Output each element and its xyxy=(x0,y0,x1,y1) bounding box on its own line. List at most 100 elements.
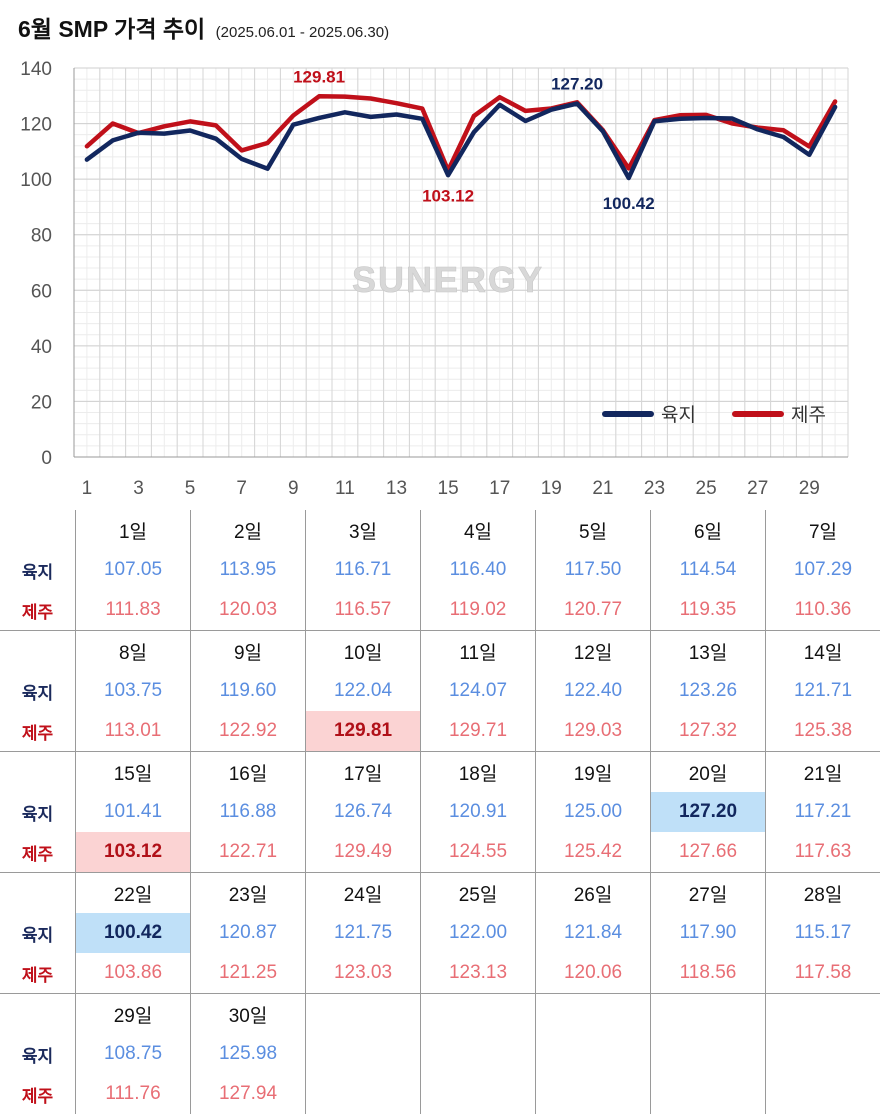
jeju-value: 111.76 xyxy=(75,1074,191,1114)
day-header: 22일 xyxy=(75,872,191,913)
table-row-label-empty xyxy=(0,993,76,1034)
day-header: 26일 xyxy=(535,872,651,913)
empty-cell xyxy=(305,1034,421,1074)
jeju-value: 120.06 xyxy=(535,953,651,994)
jeju-value: 113.01 xyxy=(75,711,191,752)
jeju-value: 116.57 xyxy=(305,590,421,631)
y-tick-label: 120 xyxy=(20,115,52,136)
table-row-label-empty xyxy=(0,630,76,671)
jeju-value: 103.86 xyxy=(75,953,191,994)
day-header: 18일 xyxy=(420,751,536,792)
jeju-value: 129.49 xyxy=(305,832,421,873)
day-header: 28일 xyxy=(765,872,880,913)
day-header: 15일 xyxy=(75,751,191,792)
table-row: 육지 107.05 113.95 116.71 116.40 117.50 114.54 10… xyxy=(0,550,880,590)
table-row-label-empty xyxy=(0,751,76,792)
day-header: 10일 xyxy=(305,630,421,671)
yukji-value: 116.40 xyxy=(420,550,536,590)
empty-cell xyxy=(765,993,880,1034)
yukji-value: 116.88 xyxy=(190,792,306,832)
yukji-value: 122.00 xyxy=(420,913,536,953)
day-header: 8일 xyxy=(75,630,191,671)
table-row-label-jeju: 제주 xyxy=(21,965,54,985)
jeju-value: 117.63 xyxy=(765,832,880,873)
day-header: 5일 xyxy=(535,510,651,550)
jeju-value: 125.42 xyxy=(535,832,651,873)
day-header: 3일 xyxy=(305,510,421,550)
day-header: 29일 xyxy=(75,993,191,1034)
x-tick-label: 17 xyxy=(489,478,510,499)
empty-cell xyxy=(650,1074,766,1114)
day-header: 6일 xyxy=(650,510,766,550)
yukji-value: 100.42 xyxy=(75,913,191,953)
title-main: 6월 SMP 가격 추이 xyxy=(18,16,206,42)
x-tick-label: 23 xyxy=(644,478,665,499)
x-tick-label: 9 xyxy=(288,478,299,499)
jeju-value: 110.36 xyxy=(765,590,880,631)
yukji-value: 121.84 xyxy=(535,913,651,953)
jeju-value: 129.71 xyxy=(420,711,536,752)
yukji-value: 107.05 xyxy=(75,550,191,590)
jeju-value: 124.55 xyxy=(420,832,536,873)
jeju-value: 117.58 xyxy=(765,953,880,994)
legend-label-jeju: 제주 xyxy=(791,404,826,426)
empty-cell xyxy=(535,1074,651,1114)
table-row: 8일 9일 10일 11일 12일 13일 14일 xyxy=(0,630,880,671)
jeju-value: 121.25 xyxy=(190,953,306,994)
watermark-sunergy: SUNERGY xyxy=(352,259,544,300)
empty-cell xyxy=(305,1074,421,1114)
table-row-label-yukji: 육지 xyxy=(21,925,54,945)
jeju-value: 122.71 xyxy=(190,832,306,873)
table-row-label-yukji: 육지 xyxy=(21,804,54,824)
yukji-value: 124.07 xyxy=(420,671,536,711)
table-row: 육지 103.75 119.60 122.04 124.07 122.40 123.26 12… xyxy=(0,671,880,711)
series-line-yukji xyxy=(84,101,838,181)
table-row: 제주 111.83 120.03 116.57 119.02 120.77 119.35 11… xyxy=(0,590,880,631)
y-tick-label: 60 xyxy=(31,281,52,302)
data-label: 103.12 xyxy=(422,186,474,205)
day-header: 20일 xyxy=(650,751,766,792)
legend-label-yukji: 육지 xyxy=(661,404,696,426)
table-row: 제주 103.12 122.71 129.49 124.55 125.42 127.66 11… xyxy=(0,832,880,873)
table-row-label-yukji: 육지 xyxy=(21,683,54,703)
yukji-value: 117.50 xyxy=(535,550,651,590)
yukji-value: 113.95 xyxy=(190,550,306,590)
day-header: 4일 xyxy=(420,510,536,550)
yukji-value: 125.98 xyxy=(190,1034,306,1074)
day-header: 30일 xyxy=(190,993,306,1034)
data-label: 127.20 xyxy=(551,75,603,94)
table-row-label-jeju: 제주 xyxy=(21,1086,54,1106)
day-header: 16일 xyxy=(190,751,306,792)
smp-daily-table: 1일 2일 3일 4일 5일 6일 7일 육지 107.05 113.95 116.71 116.40… xyxy=(0,510,880,1114)
yukji-value: 120.87 xyxy=(190,913,306,953)
jeju-value: 123.13 xyxy=(420,953,536,994)
table-row: 22일 23일 24일 25일 26일 27일 28일 xyxy=(0,872,880,913)
yukji-value: 119.60 xyxy=(190,671,306,711)
table-row: 29일 30일 xyxy=(0,993,880,1034)
day-header: 27일 xyxy=(650,872,766,913)
yukji-value: 122.40 xyxy=(535,671,651,711)
x-tick-label: 19 xyxy=(541,478,562,499)
table-row: 육지 101.41 116.88 126.74 120.91 125.00 127.20 11… xyxy=(0,792,880,832)
x-tick-label: 5 xyxy=(185,478,196,499)
jeju-value: 119.02 xyxy=(420,590,536,631)
day-header: 9일 xyxy=(190,630,306,671)
day-header: 12일 xyxy=(535,630,651,671)
yukji-value: 117.90 xyxy=(650,913,766,953)
empty-cell xyxy=(420,1034,536,1074)
y-tick-label: 20 xyxy=(31,392,52,413)
yukji-value: 115.17 xyxy=(765,913,880,953)
jeju-value: 103.12 xyxy=(75,832,191,873)
yukji-value: 117.21 xyxy=(765,792,880,832)
y-tick-label: 80 xyxy=(31,226,52,247)
jeju-value: 120.77 xyxy=(535,590,651,631)
day-header: 2일 xyxy=(190,510,306,550)
jeju-value: 125.38 xyxy=(765,711,880,752)
yukji-value: 121.71 xyxy=(765,671,880,711)
table-row: 제주 111.76 127.94 xyxy=(0,1074,880,1114)
table-row: 제주 113.01 122.92 129.81 129.71 129.03 127.32 12… xyxy=(0,711,880,752)
chart-title: 6월 SMP 가격 추이 (2025.06.01 - 2025.06.30) xyxy=(18,10,389,44)
yukji-value: 126.74 xyxy=(305,792,421,832)
y-tick-label: 0 xyxy=(41,448,52,469)
yukji-value: 103.75 xyxy=(75,671,191,711)
